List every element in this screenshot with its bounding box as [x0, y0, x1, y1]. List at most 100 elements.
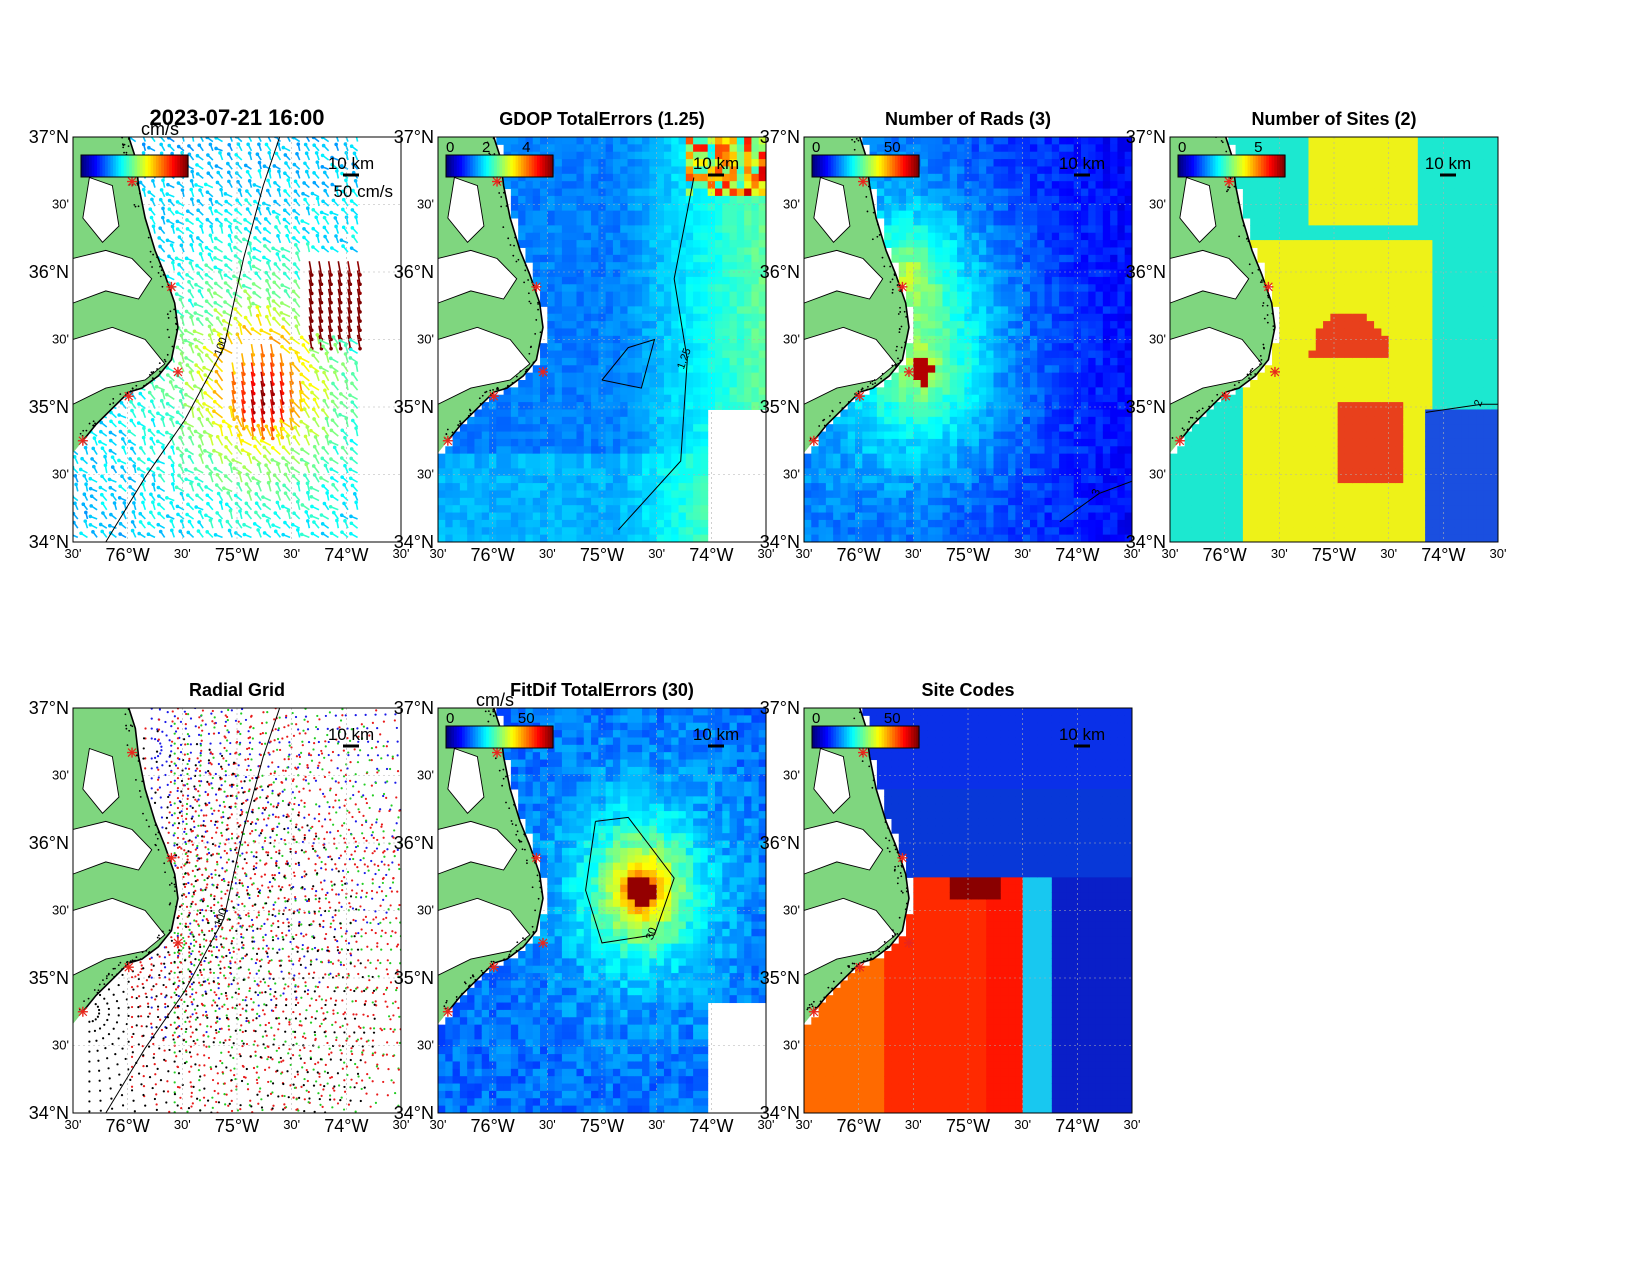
current-vector-head — [296, 500, 300, 504]
current-vector-head — [150, 216, 154, 220]
data-cell — [657, 402, 665, 410]
data-cell — [642, 152, 650, 160]
current-vector-head — [233, 246, 237, 250]
data-cell — [635, 284, 643, 292]
data-cell — [942, 365, 950, 373]
current-vector-head — [283, 208, 287, 212]
current-vector-head — [246, 207, 250, 211]
current-vector-head — [283, 171, 287, 175]
data-cell — [950, 328, 958, 336]
data-cell — [671, 454, 679, 462]
data-cell — [664, 373, 672, 381]
data-cell — [525, 432, 533, 440]
data-cell — [649, 373, 657, 381]
data-cell — [877, 513, 885, 521]
data-cell — [833, 454, 841, 462]
current-vector-head — [238, 509, 242, 513]
data-cell — [664, 432, 672, 440]
data-cell — [562, 454, 570, 462]
current-vector-head — [245, 511, 249, 515]
data-cell — [496, 476, 504, 484]
data-cell — [562, 432, 570, 440]
data-cell — [679, 211, 687, 219]
data-cell — [657, 505, 665, 513]
data-cell — [555, 380, 563, 388]
data-cell — [715, 365, 723, 373]
data-cell — [862, 137, 870, 145]
current-vector-head — [185, 382, 189, 386]
data-cell — [569, 387, 577, 395]
data-cell — [921, 262, 929, 270]
latitude-tick-label: 36°N — [394, 262, 434, 282]
data-cell — [540, 247, 548, 255]
data-cell — [540, 527, 548, 535]
data-cell — [891, 461, 899, 469]
current-vector-head — [180, 243, 184, 247]
data-cell — [686, 174, 694, 182]
data-cell — [657, 432, 665, 440]
current-vector-head — [216, 435, 220, 439]
current-vector-head — [292, 511, 296, 515]
current-vector-head — [334, 133, 338, 137]
data-cell — [679, 277, 687, 285]
coast-island-dot — [523, 281, 525, 283]
current-vector-head — [224, 474, 228, 478]
data-cell — [445, 468, 453, 476]
coast-island-dot — [150, 261, 152, 263]
data-cell — [700, 240, 708, 248]
current-vector-head — [208, 434, 212, 438]
data-cell — [474, 505, 482, 513]
data-cell — [826, 498, 834, 506]
data-cell — [649, 380, 657, 388]
current-vector-head — [354, 426, 358, 430]
data-cell — [679, 189, 687, 197]
current-vector-head — [227, 425, 231, 429]
data-cell — [547, 314, 555, 322]
data-cell — [722, 196, 730, 204]
current-vector-head — [242, 237, 246, 241]
current-vector-head — [169, 501, 173, 505]
data-cell — [950, 343, 958, 351]
data-cell — [576, 535, 584, 543]
current-vector-head — [206, 218, 210, 222]
current-vector-head — [165, 192, 169, 196]
current-vector-head — [340, 429, 344, 433]
data-cell — [921, 211, 929, 219]
current-vector-head — [226, 162, 230, 166]
data-cell — [877, 211, 885, 219]
current-vector-head — [121, 437, 125, 441]
data-cell — [533, 262, 541, 270]
data-cell — [928, 225, 936, 233]
data-cell — [913, 513, 921, 521]
data-cell — [862, 446, 870, 454]
data-cell — [819, 454, 827, 462]
data-cell — [950, 270, 958, 278]
data-cell — [862, 417, 870, 425]
data-cell — [576, 454, 584, 462]
data-cell — [562, 498, 570, 506]
current-vector-head — [351, 419, 355, 423]
data-cell — [921, 292, 929, 300]
data-cell — [722, 387, 730, 395]
radar-site-marker — [78, 436, 88, 446]
current-vector-head — [257, 463, 261, 467]
current-vector-head — [253, 445, 257, 449]
data-cell — [555, 277, 563, 285]
current-vector-head — [224, 209, 228, 213]
data-cell — [840, 417, 848, 425]
current-vector-head — [223, 327, 227, 331]
current-vector-head — [196, 154, 200, 158]
data-cell — [620, 292, 628, 300]
data-cell — [467, 454, 475, 462]
data-cell — [899, 439, 907, 447]
data-cell — [686, 432, 694, 440]
data-cell — [525, 225, 533, 233]
data-cell — [547, 373, 555, 381]
data-cell — [576, 144, 584, 152]
data-cell — [913, 137, 921, 145]
data-cell — [657, 454, 665, 462]
coast-island-dot — [158, 272, 160, 274]
data-cell — [715, 328, 723, 336]
current-vector-head — [190, 243, 194, 247]
data-cell — [877, 535, 885, 543]
